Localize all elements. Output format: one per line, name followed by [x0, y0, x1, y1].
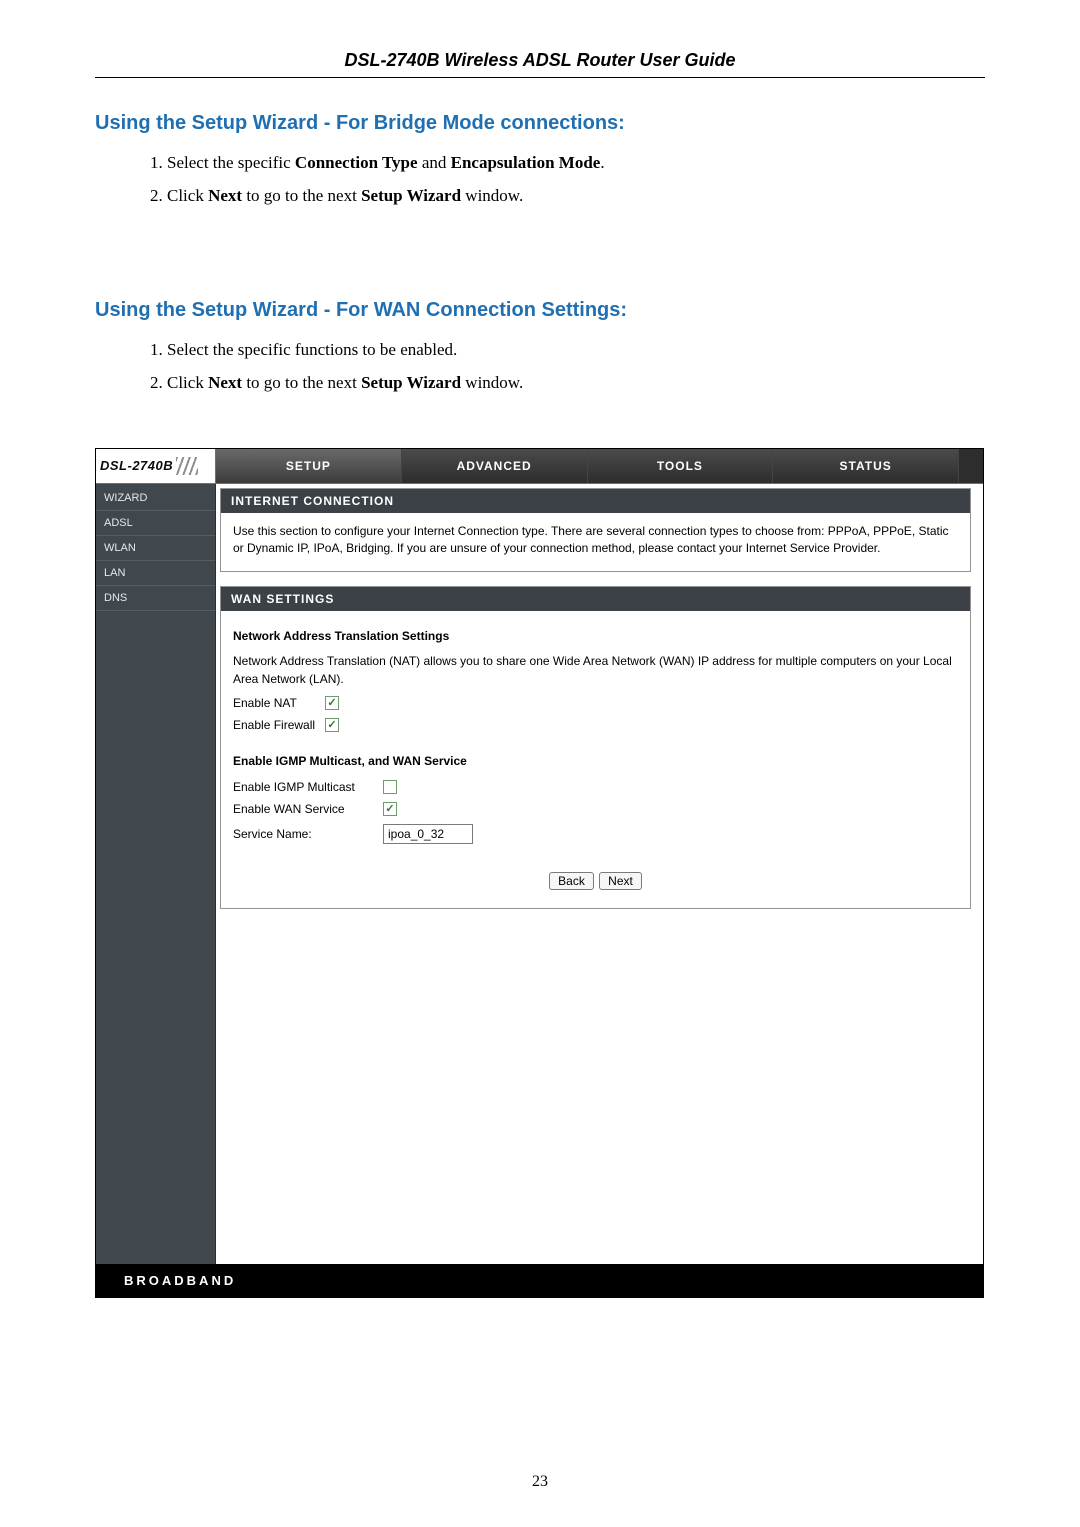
router-ui-screenshot: DSL-2740B SETUP ADVANCED TOOLS STATUS WI…	[95, 448, 984, 1298]
step-text: window.	[461, 373, 523, 392]
step-text: .	[600, 153, 604, 172]
next-button[interactable]: Next	[599, 872, 642, 890]
enable-wan-checkbox[interactable]	[383, 802, 397, 816]
service-name-input[interactable]	[383, 824, 473, 844]
page-number: 23	[0, 1473, 1080, 1491]
step-bold: Setup Wizard	[361, 186, 461, 205]
tab-spacer	[959, 449, 983, 483]
section2-heading: Using the Setup Wizard - For WAN Connect…	[95, 299, 985, 322]
top-toolbar: DSL-2740B SETUP ADVANCED TOOLS STATUS	[96, 449, 983, 484]
sidebar-item-wizard[interactable]: WIZARD	[96, 486, 215, 511]
enable-firewall-label: Enable Firewall	[233, 718, 325, 732]
sidebar-item-adsl[interactable]: ADSL	[96, 511, 215, 536]
logo-stripes-icon	[176, 457, 198, 475]
button-row: Back Next	[233, 872, 958, 890]
panel-internet-text: Use this section to configure your Inter…	[233, 523, 958, 558]
step-text: and	[418, 153, 451, 172]
doc-header-title: DSL-2740B Wireless ADSL Router User Guid…	[95, 50, 985, 77]
step-text: Click	[167, 373, 208, 392]
step-bold: Setup Wizard	[361, 373, 461, 392]
section1-heading: Using the Setup Wizard - For Bridge Mode…	[95, 112, 985, 135]
sidebar-item-wlan[interactable]: WLAN	[96, 536, 215, 561]
nat-text: Network Address Translation (NAT) allows…	[233, 653, 958, 688]
step-bold: Connection Type	[295, 153, 418, 172]
logo-cell: DSL-2740B	[96, 449, 216, 483]
step-bold: Next	[208, 373, 242, 392]
enable-wan-label: Enable WAN Service	[233, 802, 383, 816]
step-bold: Encapsulation Mode	[451, 153, 601, 172]
sidebar-item-dns[interactable]: DNS	[96, 586, 215, 611]
section2-steps: Select the specific functions to be enab…	[95, 336, 985, 398]
step-text: to go to the next	[242, 186, 361, 205]
panel-internet-connection: INTERNET CONNECTION Use this section to …	[220, 488, 971, 573]
sidebar: WIZARD ADSL WLAN LAN DNS	[96, 484, 216, 1264]
enable-firewall-checkbox[interactable]	[325, 718, 339, 732]
step-item: Click Next to go to the next Setup Wizar…	[167, 369, 985, 398]
step-item: Click Next to go to the next Setup Wizar…	[167, 182, 985, 211]
igmp-heading: Enable IGMP Multicast, and WAN Service	[233, 754, 958, 768]
panel-internet-title: INTERNET CONNECTION	[221, 489, 970, 513]
service-name-label: Service Name:	[233, 827, 383, 841]
panel-wan-settings: WAN SETTINGS Network Address Translation…	[220, 586, 971, 909]
footer-bar: BROADBAND	[96, 1264, 983, 1297]
step-text: window.	[461, 186, 523, 205]
step-text: to go to the next	[242, 373, 361, 392]
tab-setup[interactable]: SETUP	[216, 449, 402, 483]
step-text: Select the specific functions to be enab…	[167, 340, 457, 359]
tab-advanced[interactable]: ADVANCED	[402, 449, 588, 483]
section1-steps: Select the specific Connection Type and …	[95, 149, 985, 211]
step-text: Click	[167, 186, 208, 205]
step-item: Select the specific functions to be enab…	[167, 336, 985, 365]
content-area: INTERNET CONNECTION Use this section to …	[216, 484, 983, 1264]
tab-strip: SETUP ADVANCED TOOLS STATUS	[216, 449, 983, 483]
main-body: WIZARD ADSL WLAN LAN DNS INTERNET CONNEC…	[96, 484, 983, 1264]
nat-heading: Network Address Translation Settings	[233, 629, 958, 643]
step-text: Select the specific	[167, 153, 295, 172]
enable-nat-label: Enable NAT	[233, 696, 325, 710]
step-item: Select the specific Connection Type and …	[167, 149, 985, 178]
enable-igmp-checkbox[interactable]	[383, 780, 397, 794]
panel-wan-title: WAN SETTINGS	[221, 587, 970, 611]
sidebar-item-lan[interactable]: LAN	[96, 561, 215, 586]
tab-status[interactable]: STATUS	[773, 449, 959, 483]
back-button[interactable]: Back	[549, 872, 594, 890]
step-bold: Next	[208, 186, 242, 205]
header-rule	[95, 77, 985, 78]
device-logo: DSL-2740B	[100, 458, 173, 473]
enable-igmp-label: Enable IGMP Multicast	[233, 780, 383, 794]
enable-nat-checkbox[interactable]	[325, 696, 339, 710]
tab-tools[interactable]: TOOLS	[588, 449, 774, 483]
